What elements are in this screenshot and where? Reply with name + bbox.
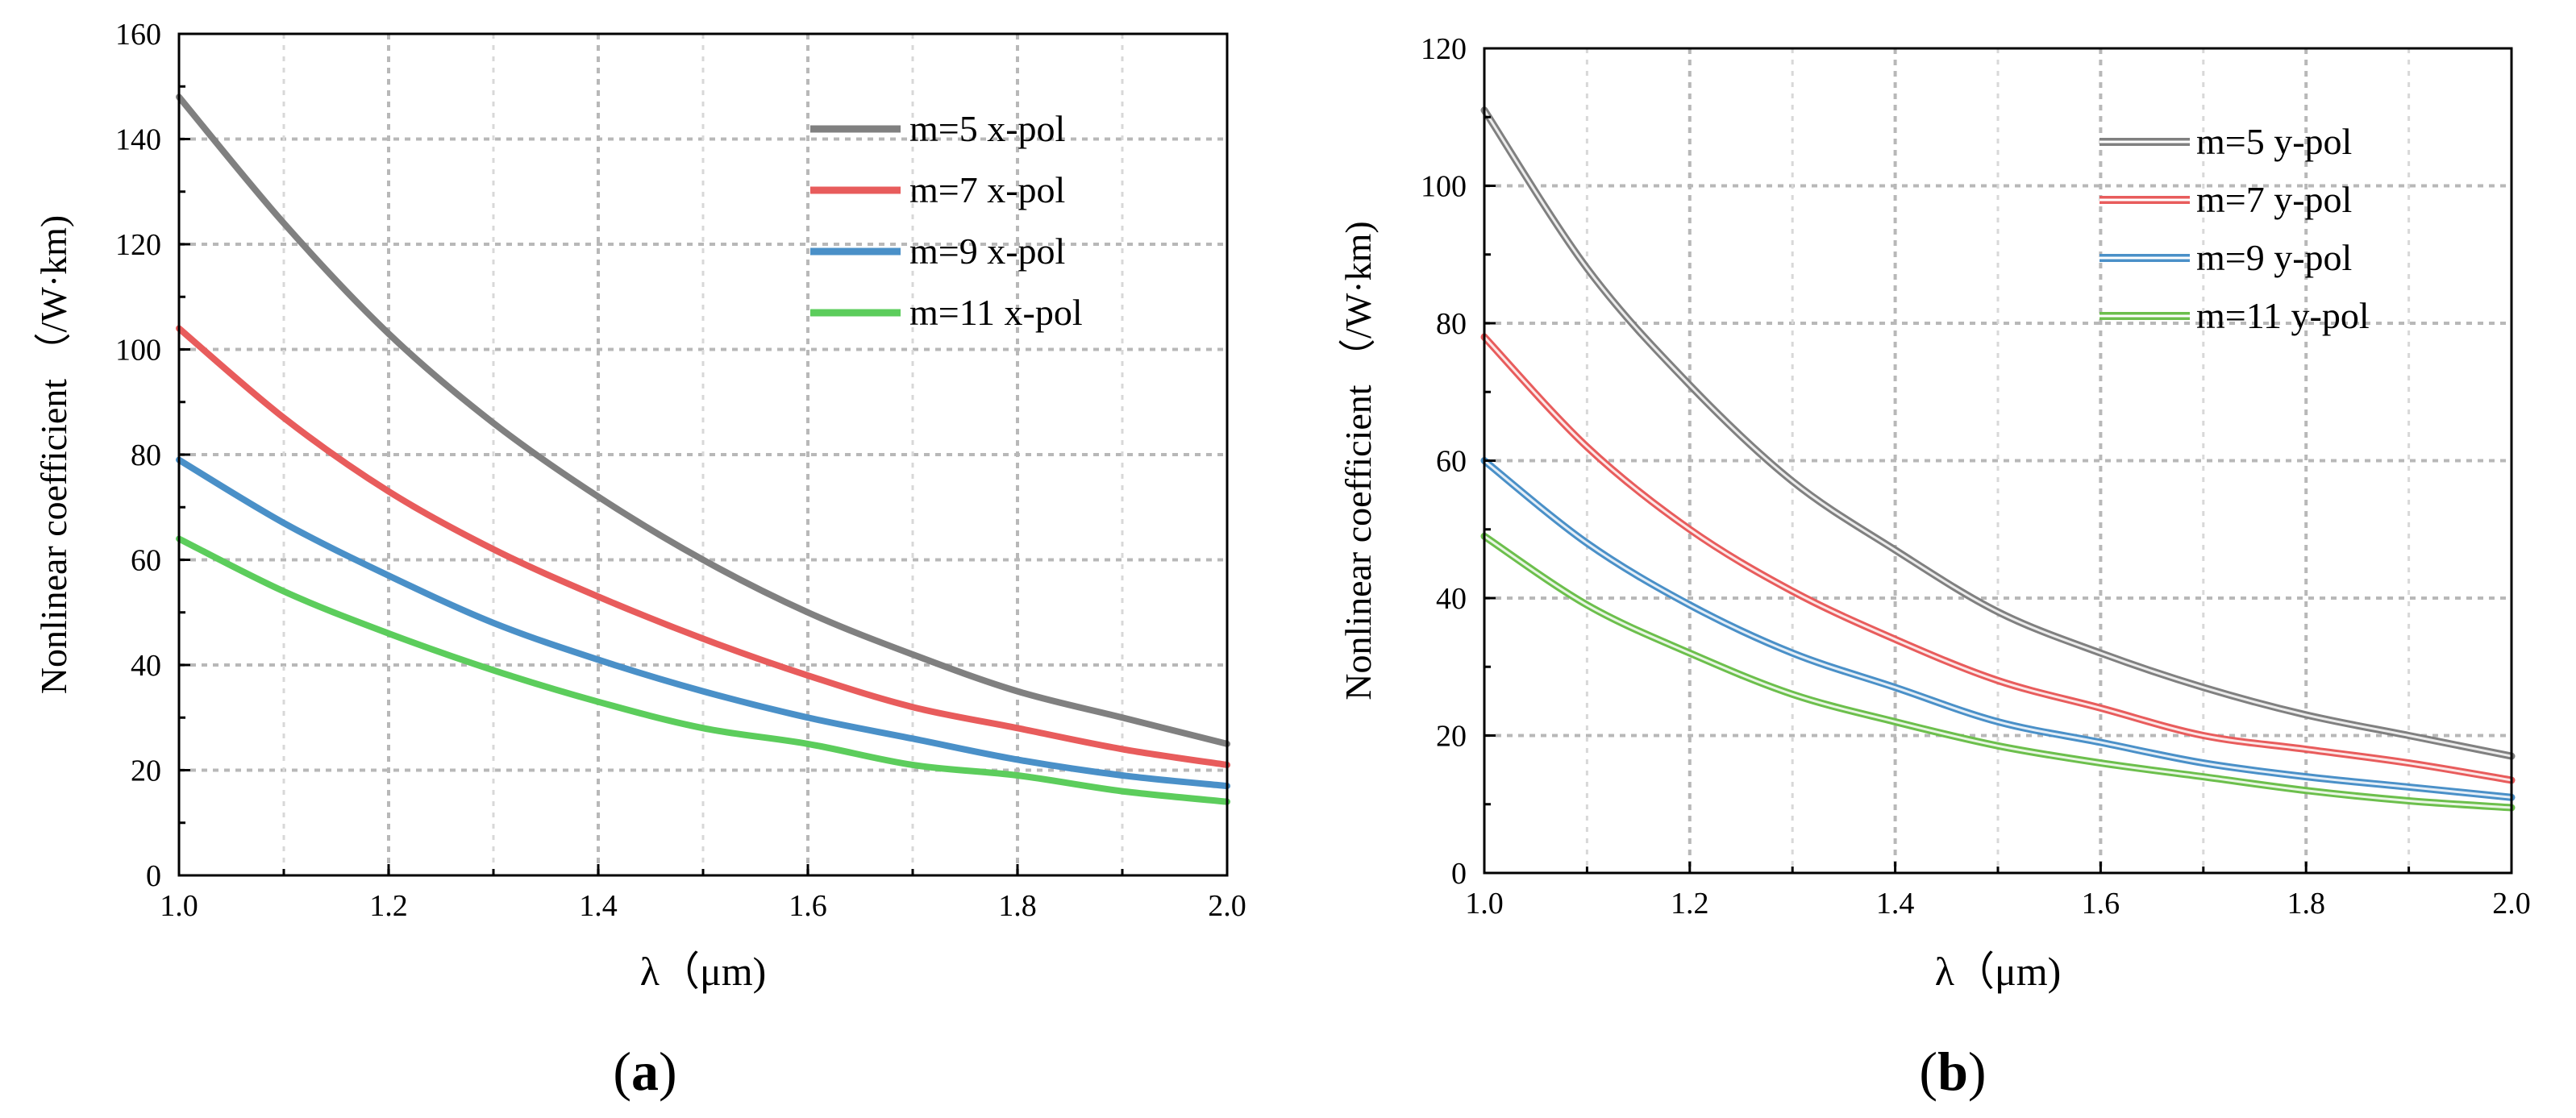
tick-marks: [177, 32, 1229, 877]
legend-item-4: m=11 y-pol: [2100, 295, 2370, 336]
chart-panel-b: 1.0 1.2 1.4 1.6 1.8 2.0 0 20 40 60 80 100 120 λ（μm) No…: [1305, 0, 2576, 1118]
grid-lines: [179, 34, 1227, 875]
y-tick-label: 40: [1436, 582, 1467, 616]
y-axis-label: Nonlinear coefficient （/W·km): [1338, 221, 1379, 700]
series-1: [176, 94, 1230, 747]
series-4: [176, 535, 1230, 805]
panel-caption-b: (b): [1919, 1041, 1987, 1102]
legend-label: m=11 y-pol: [2196, 295, 2370, 336]
series-line: [176, 325, 1230, 768]
legend: m=5 x-pol m=7 x-pol m=9 x-pol m=11 x-pol: [810, 108, 1083, 333]
series-line-inner: [1483, 534, 2513, 809]
series-line-inner: [1483, 335, 2513, 782]
y-tick-label: 100: [115, 334, 161, 368]
grid-lines: [1484, 48, 2511, 873]
y-tick-label: 80: [131, 438, 161, 472]
x-axis-label: λ（μm): [640, 949, 767, 994]
legend: m=5 y-pol m=7 y-pol m=9 y-pol m=11 y-pol: [2100, 121, 2370, 336]
legend-item-4: m=11 x-pol: [810, 292, 1083, 333]
x-tick-label: 1.2: [1671, 887, 1709, 921]
series-line: [176, 94, 1230, 747]
x-tick-label: 1.2: [369, 889, 408, 923]
y-tick-label: 20: [1436, 720, 1467, 754]
legend-label: m=11 x-pol: [909, 292, 1083, 333]
y-tick-label: 40: [131, 649, 161, 683]
series-4: [1480, 532, 2516, 812]
legend-item-2: m=7 y-pol: [2100, 179, 2352, 220]
legend-label: m=5 x-pol: [909, 108, 1065, 149]
legend-item-3: m=9 x-pol: [810, 231, 1065, 272]
x-tick-label: 1.6: [2082, 887, 2120, 921]
y-tick-label: 80: [1436, 307, 1467, 341]
series-line-inner: [1483, 459, 2513, 799]
legend-label: m=7 x-pol: [909, 169, 1065, 210]
y-tick-label: 0: [146, 859, 161, 893]
chart-b-svg: 1.0 1.2 1.4 1.6 1.8 2.0 0 20 40 60 80 100 120 λ（μm) No…: [1338, 32, 2531, 994]
y-tick-label: 140: [115, 123, 161, 157]
x-tick-label: 1.4: [1876, 887, 1915, 921]
series-1: [1480, 106, 2516, 760]
x-tick-label: 1.0: [160, 889, 198, 923]
panel-caption-a: (a): [613, 1041, 677, 1102]
panel-label-b: b: [1937, 1041, 1968, 1102]
y-tick-label: 160: [115, 18, 161, 52]
series-line: [176, 535, 1230, 805]
series-3: [1480, 457, 2516, 801]
series-2: [176, 325, 1230, 768]
x-tick-label: 2.0: [2492, 887, 2531, 921]
x-axis-label: λ（μm): [1935, 949, 2062, 994]
x-tick-label: 1.0: [1465, 887, 1504, 921]
panel-label-a: a: [631, 1041, 659, 1102]
x-tick-label: 1.6: [789, 889, 827, 923]
y-tick-label: 120: [1421, 32, 1467, 66]
legend-item-2: m=7 x-pol: [810, 169, 1065, 210]
x-tick-label: 1.4: [579, 889, 618, 923]
y-tick-label: 100: [1421, 170, 1467, 204]
y-tick-label: 0: [1451, 857, 1467, 891]
legend-item-1: m=5 x-pol: [810, 108, 1065, 149]
legend-label: m=9 x-pol: [909, 231, 1065, 272]
x-tick-label: 1.8: [2287, 887, 2325, 921]
series-3: [176, 456, 1230, 790]
legend-item-1: m=5 y-pol: [2100, 121, 2352, 162]
legend-label: m=9 y-pol: [2196, 237, 2352, 278]
chart-panel-a: 1.0 1.2 1.4 1.6 1.8 2.0 0 20 40 60 80 100 120 140 160 λ…: [0, 0, 1282, 1118]
legend-label: m=5 y-pol: [2196, 121, 2352, 162]
legend-item-3: m=9 y-pol: [2100, 237, 2352, 278]
y-axis-label: Nonlinear coefficient （/W·km): [33, 215, 74, 694]
chart-a-svg: 1.0 1.2 1.4 1.6 1.8 2.0 0 20 40 60 80 100 120 140 160 λ…: [33, 18, 1246, 994]
series-line: [176, 456, 1230, 790]
x-tick-label: 1.8: [998, 889, 1037, 923]
x-tick-label: 2.0: [1208, 889, 1246, 923]
y-tick-label: 60: [131, 544, 161, 578]
tick-marks: [1483, 47, 2513, 875]
series-2: [1480, 333, 2516, 784]
y-tick-label: 120: [115, 228, 161, 262]
legend-label: m=7 y-pol: [2196, 179, 2352, 220]
y-tick-label: 60: [1436, 445, 1467, 479]
y-tick-label: 20: [131, 754, 161, 788]
series-line-inner: [1483, 109, 2513, 758]
